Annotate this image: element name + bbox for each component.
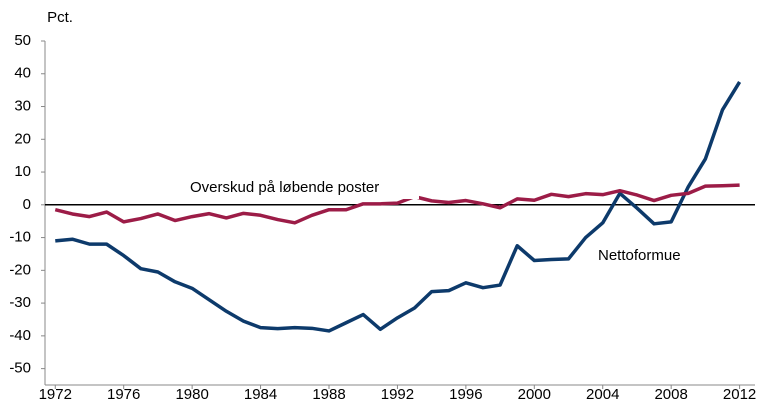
x-tick-label: 1976 (107, 386, 140, 403)
x-tick-label: 1988 (312, 386, 345, 403)
y-tick-label: 30 (14, 97, 31, 114)
x-tick-label: 1992 (381, 386, 414, 403)
label-background (186, 177, 419, 199)
y-tick-label: 50 (14, 32, 31, 49)
x-tick-label: 1996 (449, 386, 482, 403)
x-tick-label: 1972 (39, 386, 72, 403)
y-tick-label: -50 (9, 360, 31, 377)
x-tick-label: 1984 (244, 386, 277, 403)
y-tick-label: 40 (14, 65, 31, 82)
y-tick-label: -40 (9, 327, 31, 344)
y-tick-label: 20 (14, 130, 31, 147)
y-tick-label: -20 (9, 261, 31, 278)
y-tick-label: -30 (9, 294, 31, 311)
x-tick-label: 1980 (175, 386, 208, 403)
x-tick-label: 2008 (654, 386, 687, 403)
x-tick-label: 2012 (723, 386, 756, 403)
y-tick-label: 10 (14, 163, 31, 180)
y-tick-label: -10 (9, 229, 31, 246)
series-label: Overskud på løbende poster (190, 179, 379, 196)
series-line (54, 183, 740, 225)
x-tick-label: 2000 (518, 386, 551, 403)
x-tick-label: 2004 (586, 386, 619, 403)
series-label: Nettoformue (598, 247, 681, 264)
y-tick-label: 0 (23, 196, 31, 213)
y-axis-label: Pct. (47, 9, 73, 26)
series-line (55, 81, 742, 333)
